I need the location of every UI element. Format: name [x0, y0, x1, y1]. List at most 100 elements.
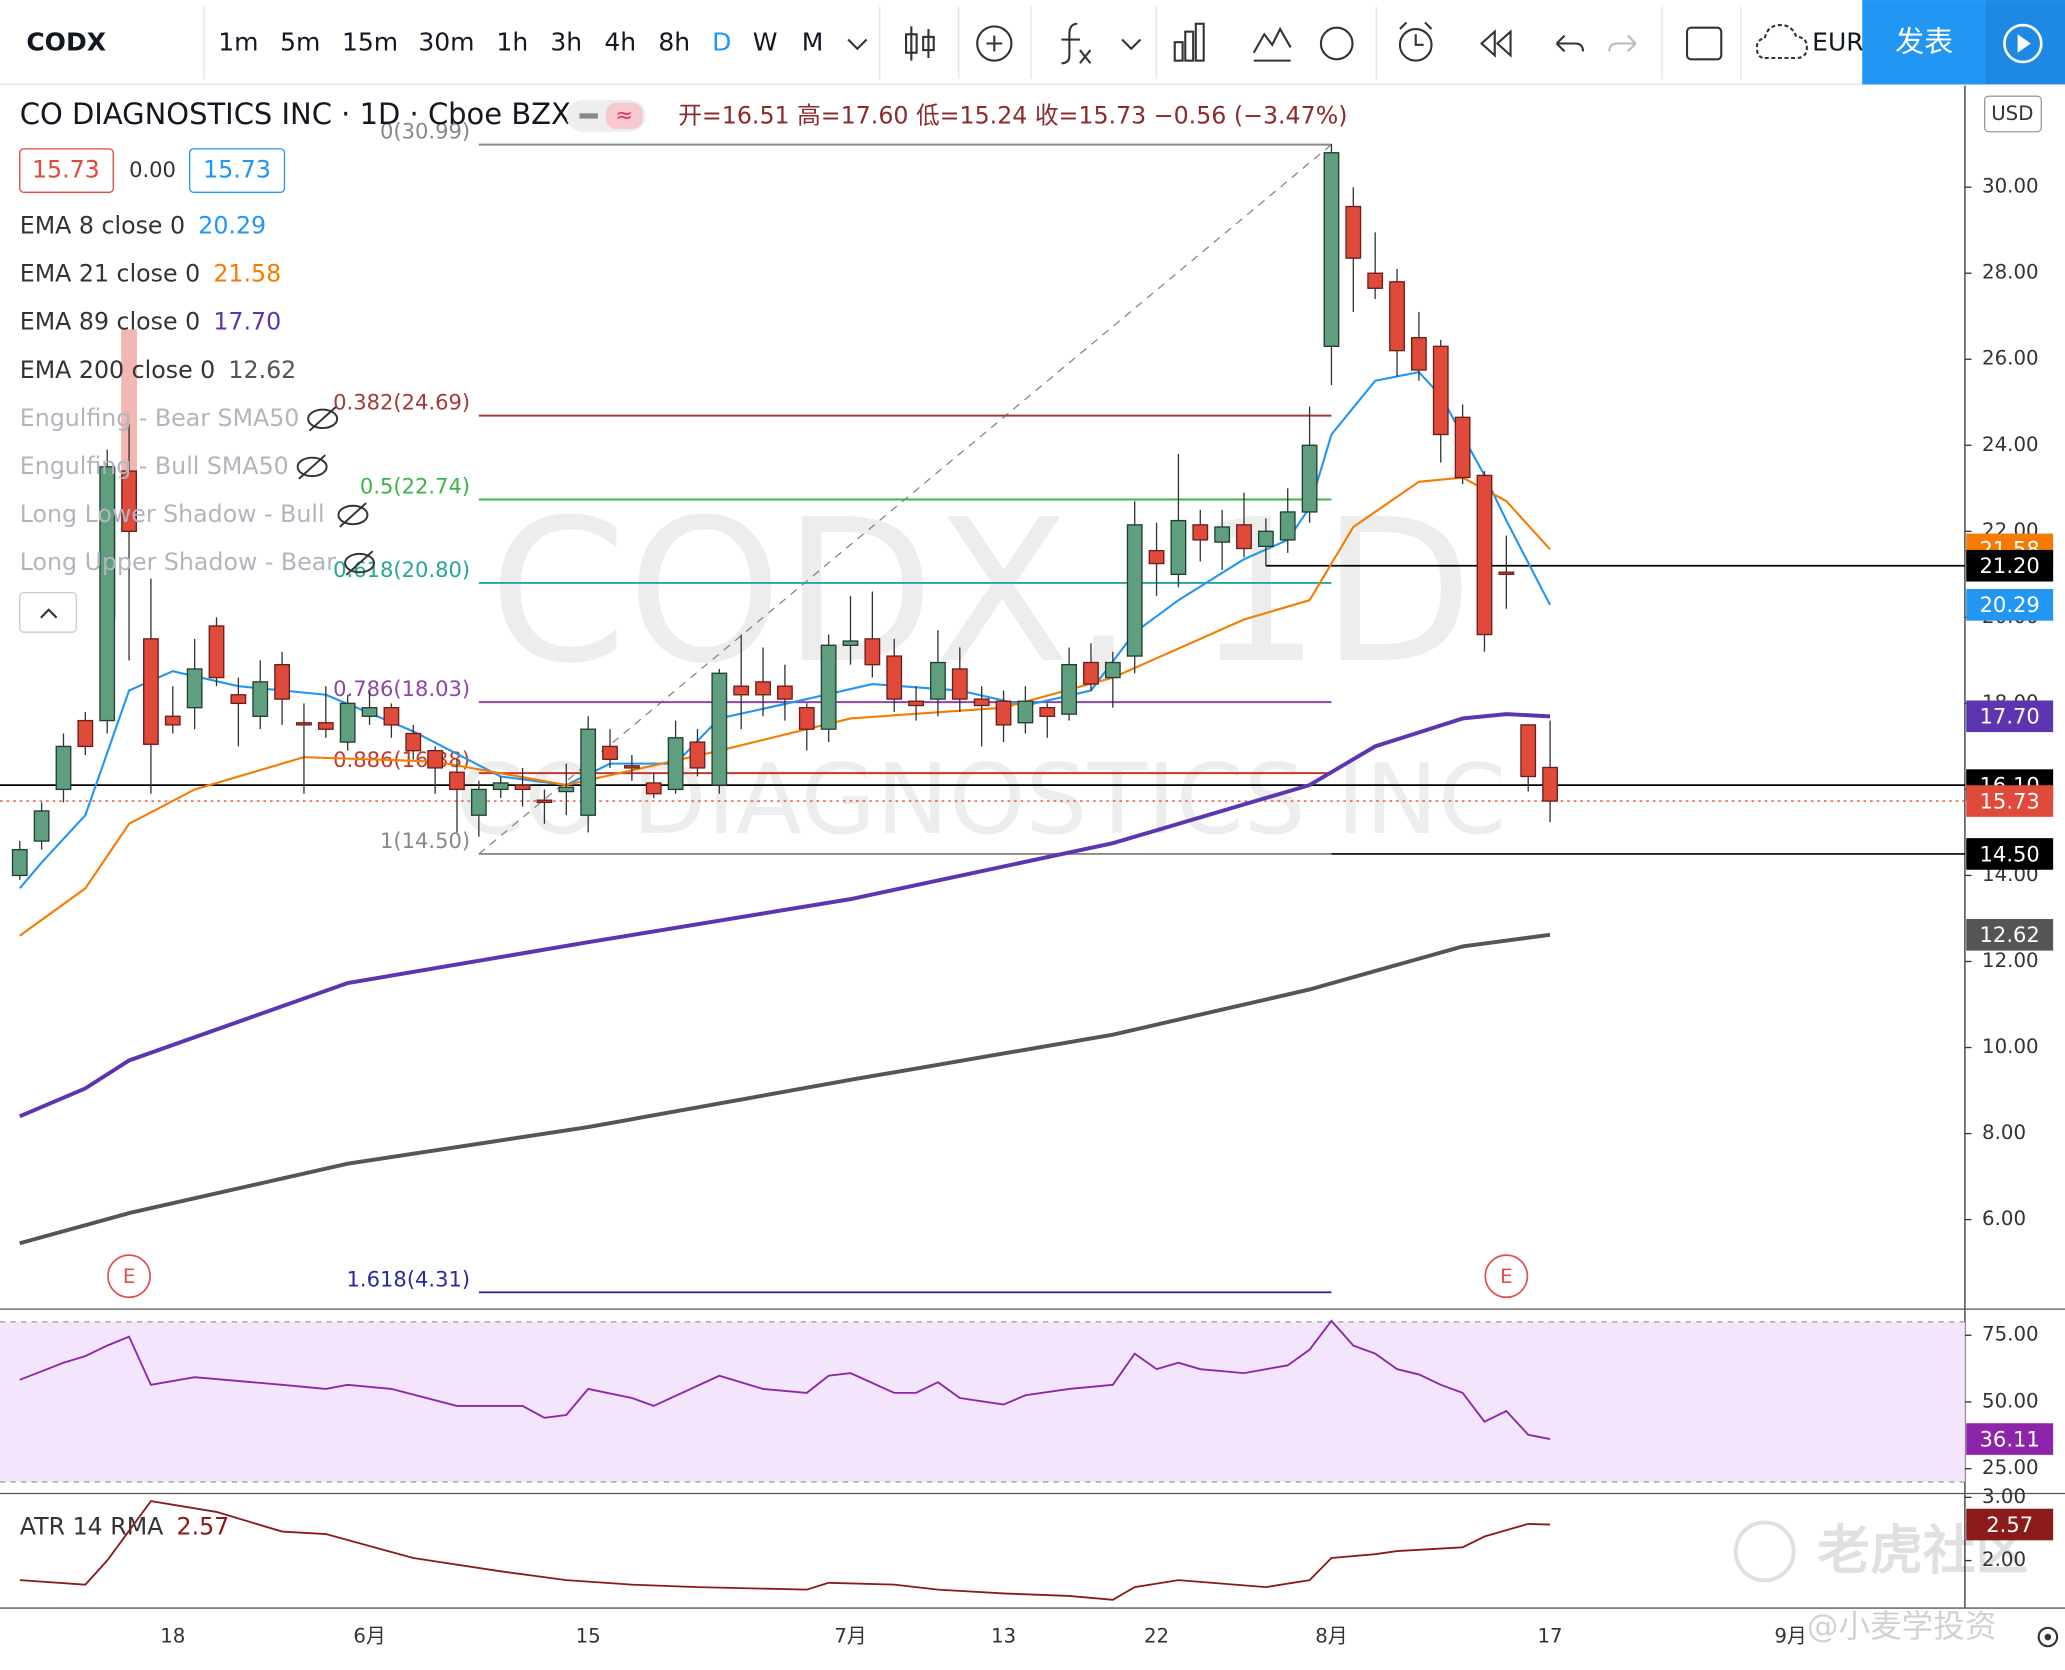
- undo-icon[interactable]: [1555, 34, 1585, 53]
- candle-body: [1257, 530, 1274, 548]
- alert-icon[interactable]: [1398, 21, 1433, 62]
- indicator-line: [19, 476, 1551, 937]
- legend-row: CO DIAGNOSTICS INC · 1D · Cboe BZX: [20, 97, 571, 131]
- interval-button[interactable]: 30m: [418, 28, 474, 57]
- interval-menu[interactable]: [847, 38, 868, 51]
- toolbar-icons: [905, 21, 1808, 65]
- price-badge-label: 36.11: [1980, 1426, 2040, 1451]
- financials-icon[interactable]: [1173, 22, 1205, 62]
- candle-body: [514, 784, 531, 791]
- candle-body: [1083, 661, 1099, 685]
- legend-text: 2.57: [177, 1512, 230, 1540]
- interval-button[interactable]: 15m: [342, 28, 398, 57]
- collapse-button[interactable]: [19, 592, 78, 633]
- earnings-marker[interactable]: [1484, 1254, 1529, 1299]
- fib-label: 1.618(4.31): [347, 1266, 471, 1291]
- play-triangle: [2017, 34, 2031, 53]
- indicators-menu[interactable]: [1121, 38, 1142, 51]
- unit-label[interactable]: USD: [1991, 102, 2033, 125]
- candle-body: [1389, 281, 1405, 352]
- candle-body: [470, 788, 487, 816]
- y-tick-label: 50.00: [1982, 1389, 2039, 1412]
- price-badge: [1966, 1508, 2054, 1541]
- templates-icon[interactable]: [1252, 26, 1292, 62]
- visibility-toggle[interactable]: [337, 502, 369, 528]
- separators: [203, 6, 1742, 80]
- candle-body: [1498, 571, 1515, 575]
- candle-body: [1214, 526, 1231, 543]
- status-pill-wave: ≈: [615, 102, 633, 127]
- chart-type-icon[interactable]: [905, 26, 935, 61]
- cloud-icon[interactable]: [1755, 24, 1808, 60]
- x-tick-label: 7月: [834, 1625, 866, 1648]
- fib-label: 0.5(22.74): [360, 474, 470, 499]
- legend-row: EMA 200 close 0 12.62: [20, 355, 296, 383]
- earnings-marker[interactable]: [107, 1254, 151, 1299]
- candle-body: [121, 470, 137, 532]
- interval-button[interactable]: 1h: [496, 28, 528, 57]
- interval-button[interactable]: D: [712, 28, 731, 57]
- compare-icon[interactable]: [976, 25, 1013, 62]
- candle-body: [777, 685, 793, 700]
- collapse-icon: [40, 608, 58, 619]
- visibility-toggle[interactable]: [307, 406, 339, 432]
- price-badge: [1966, 1423, 2054, 1455]
- candle-body: [1017, 700, 1034, 724]
- legend-text: EMA 89 close 0: [20, 307, 200, 335]
- replay-icon[interactable]: [1480, 29, 1512, 58]
- legend-row: EMA 8 close 0 20.29: [20, 211, 266, 239]
- interval-button[interactable]: 8h: [658, 28, 690, 57]
- legend-text: 20.29: [198, 211, 266, 239]
- candle-body: [1279, 511, 1296, 541]
- interval-button[interactable]: 1m: [218, 28, 258, 57]
- candle-body: [580, 728, 597, 816]
- candle-body: [361, 707, 378, 717]
- earnings-label: E: [1500, 1265, 1512, 1288]
- replay-d-icon[interactable]: [1319, 26, 1354, 61]
- candle-body: [252, 681, 269, 717]
- candle-body: [77, 719, 94, 748]
- legend-text: CO DIAGNOSTICS INC · 1D · Cboe BZX: [20, 97, 571, 131]
- visibility-toggle[interactable]: [344, 550, 376, 576]
- legend: CO DIAGNOSTICS INC · 1D · Cboe BZX ≈ 开=16.…: [19, 97, 1347, 1540]
- indicator-line: [19, 932, 1551, 1246]
- interval-button[interactable]: 3h: [550, 28, 582, 57]
- candle-body: [1301, 444, 1318, 513]
- x-tick-label: 9月: [1774, 1625, 1806, 1648]
- currency[interactable]: EUR: [1812, 28, 1864, 57]
- candle-body: [1542, 766, 1558, 802]
- indicator-line: [19, 1500, 1551, 1601]
- publish-button[interactable]: [1862, 0, 1986, 85]
- legend-text: EMA 200 close 0: [20, 355, 216, 383]
- fullscreen-icon[interactable]: [1685, 26, 1723, 61]
- candle-body: [99, 466, 116, 722]
- toolbar: CODX 1m 5m 15m 30m 1h 3h 4h 8h D W M EUR 发表: [0, 0, 2065, 85]
- price-badge-label: 21.20: [1980, 553, 2040, 578]
- eye-icon: [296, 456, 328, 478]
- interval-button[interactable]: 4h: [604, 28, 636, 57]
- y-tick-label: 25.00: [1982, 1456, 2039, 1479]
- interval-button[interactable]: W: [753, 28, 778, 57]
- candle-body: [1170, 519, 1187, 575]
- interval-button[interactable]: 5m: [280, 28, 320, 57]
- interval-button[interactable]: M: [802, 28, 824, 57]
- settings-icon[interactable]: [2037, 1626, 2059, 1648]
- publish-label[interactable]: 发表: [1895, 25, 1953, 59]
- main-pane: CODX, 1D CO DIAGNOSTICS INC 0(30.99) 0.38…: [0, 119, 1965, 1294]
- legend-row: Long Lower Shadow - Bull: [20, 499, 325, 527]
- legend-text: Long Lower Shadow - Bull: [20, 499, 325, 527]
- visibility-toggle[interactable]: [296, 454, 328, 480]
- symbol[interactable]: CODX: [26, 28, 106, 57]
- candle-body: [492, 782, 509, 791]
- candle-body: [449, 771, 465, 791]
- fib-label: 0(30.99): [380, 119, 470, 144]
- candle-body: [908, 700, 924, 707]
- price-badge-label: 15.73: [1980, 788, 2040, 813]
- redo-icon[interactable]: [1608, 34, 1637, 53]
- candle-body: [1410, 337, 1427, 371]
- eye-slash: [298, 454, 326, 480]
- price-badge: [1966, 785, 2054, 817]
- indicators-icon[interactable]: [1061, 22, 1092, 65]
- unit-box[interactable]: [1984, 95, 2042, 133]
- candle-body: [339, 702, 356, 743]
